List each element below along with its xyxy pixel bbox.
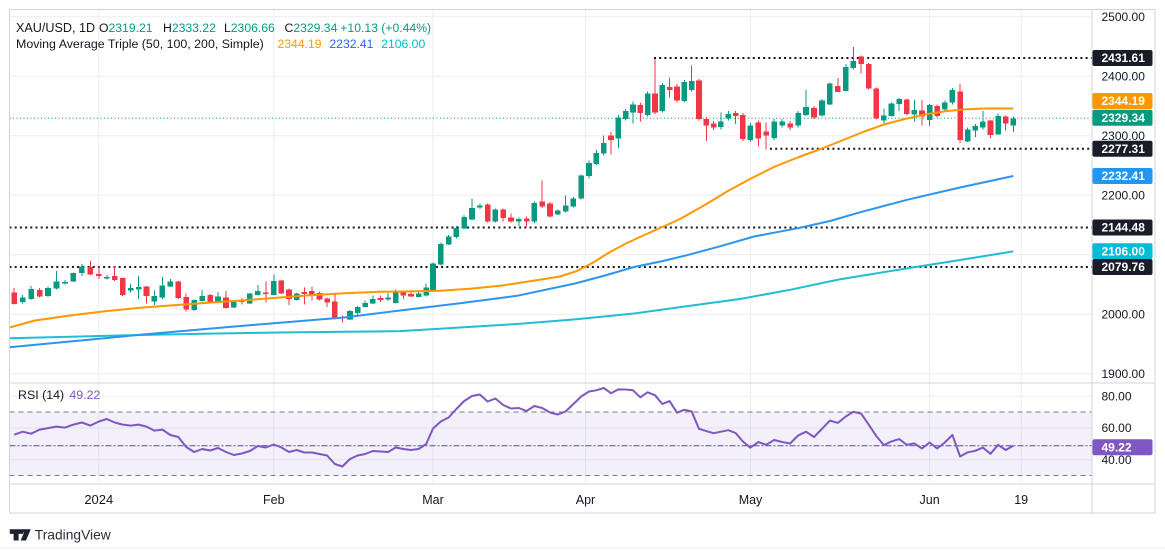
svg-text:2400.00: 2400.00 — [1102, 70, 1146, 84]
svg-text:2106.00: 2106.00 — [381, 37, 425, 51]
svg-text:60.00: 60.00 — [1102, 421, 1132, 435]
svg-text:49.22: 49.22 — [69, 388, 100, 402]
svg-text:Jun: Jun — [920, 493, 940, 507]
svg-text:2431.61: 2431.61 — [1102, 51, 1146, 65]
svg-text:May: May — [739, 493, 763, 507]
svg-text:2106.00: 2106.00 — [1102, 244, 1146, 258]
svg-text:2500.00: 2500.00 — [1102, 10, 1146, 24]
svg-text:O2319.21: O2319.21 — [99, 21, 153, 35]
svg-text:49.22: 49.22 — [1102, 441, 1132, 455]
svg-text:2329.34: 2329.34 — [1102, 111, 1146, 125]
svg-text:1900.00: 1900.00 — [1102, 367, 1146, 381]
svg-text:+10.13 (+0.44%): +10.13 (+0.44%) — [340, 21, 431, 35]
svg-text:Moving Average Triple (50, 100: Moving Average Triple (50, 100, 200, Sim… — [16, 37, 264, 51]
svg-text:2024: 2024 — [84, 492, 113, 507]
svg-text:80.00: 80.00 — [1102, 389, 1132, 403]
svg-text:40.00: 40.00 — [1102, 453, 1132, 467]
svg-text:2144.48: 2144.48 — [1102, 221, 1146, 235]
svg-text:C2329.34: C2329.34 — [285, 21, 338, 35]
svg-text:Feb: Feb — [263, 493, 285, 507]
svg-text:Apr: Apr — [576, 493, 595, 507]
svg-text:2000.00: 2000.00 — [1102, 308, 1146, 322]
svg-text:2079.76: 2079.76 — [1102, 260, 1146, 274]
svg-text:Mar: Mar — [422, 493, 444, 507]
svg-text:2200.00: 2200.00 — [1102, 189, 1146, 203]
svg-text:RSI (14): RSI (14) — [18, 388, 64, 402]
svg-text:H2333.22: H2333.22 — [163, 21, 216, 35]
svg-text:TradingView: TradingView — [35, 528, 111, 543]
svg-text:2232.41: 2232.41 — [1102, 169, 1146, 183]
svg-text:2344.19: 2344.19 — [1102, 94, 1146, 108]
svg-text:2344.19: 2344.19 — [278, 37, 322, 51]
svg-text:L2306.66: L2306.66 — [224, 21, 275, 35]
svg-text:XAU/USD, 1D: XAU/USD, 1D — [16, 21, 95, 35]
svg-text:19: 19 — [1014, 493, 1028, 507]
svg-text:2300.00: 2300.00 — [1102, 129, 1146, 143]
svg-text:2232.41: 2232.41 — [329, 37, 373, 51]
svg-text:2277.31: 2277.31 — [1102, 142, 1146, 156]
